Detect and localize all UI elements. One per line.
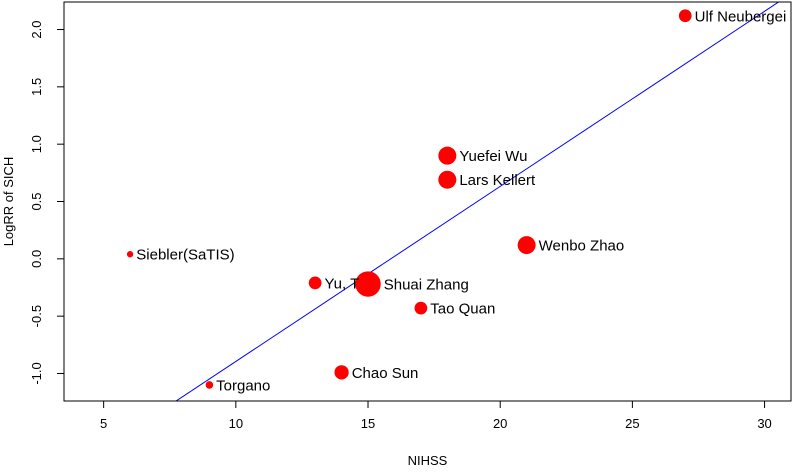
x-tick-label: 30 (757, 416, 771, 431)
data-point (205, 381, 214, 389)
data-point-label: Siebler(SaTIS) (136, 247, 234, 264)
regression-line (175, 2, 780, 401)
data-point-label: Yuefei Wu (459, 148, 527, 165)
y-tick-label: 2.0 (29, 20, 44, 38)
y-axis-title: LogRR of SICH (1, 157, 16, 247)
x-tick-label: 10 (229, 416, 243, 431)
data-point (438, 146, 457, 165)
data-point-label: Torgano (216, 377, 270, 394)
y-tick-label: 0.5 (29, 192, 44, 210)
point-labels-group: Ulf Neubergei Yuefei Wu Lars Kellert Wenbo … (136, 8, 786, 394)
data-point (126, 251, 134, 258)
x-tick-label: 25 (625, 416, 639, 431)
x-tick-label: 5 (100, 416, 107, 431)
y-tick-label: 1.0 (29, 135, 44, 153)
y-tick-label: 0.0 (29, 250, 44, 268)
data-point (678, 9, 692, 23)
data-point (308, 276, 322, 290)
data-point (517, 236, 536, 255)
plot-frame (63, 1, 792, 402)
y-axis: -1.0 -0.5 0.0 0.5 1.0 1.5 2.0 (29, 20, 64, 385)
y-tick-label: 1.5 (29, 78, 44, 96)
y-tick-label: -1.0 (29, 362, 44, 384)
data-point (334, 365, 349, 380)
data-point (414, 301, 428, 315)
data-point (355, 271, 381, 297)
y-tick-label: -0.5 (29, 305, 44, 327)
data-point (438, 170, 457, 189)
data-point-label: Shuai Zhang (384, 277, 469, 294)
x-axis-title: NIHSS (408, 453, 448, 468)
x-tick-label: 20 (493, 416, 507, 431)
x-tick-label: 15 (361, 416, 375, 431)
data-point-label: Ulf Neubergei (695, 8, 787, 25)
data-points-group (126, 9, 692, 389)
data-point-label: Chao Sun (352, 365, 419, 382)
data-point-label: Tao Quan (430, 301, 495, 318)
data-point-label: Lars Kellert (459, 172, 536, 189)
x-axis: 5 10 15 20 25 30 (100, 401, 772, 431)
data-point-label: Yu, T (325, 275, 360, 292)
regression-line-group (175, 2, 780, 401)
data-point-label: Wenbo Zhao (539, 238, 625, 255)
